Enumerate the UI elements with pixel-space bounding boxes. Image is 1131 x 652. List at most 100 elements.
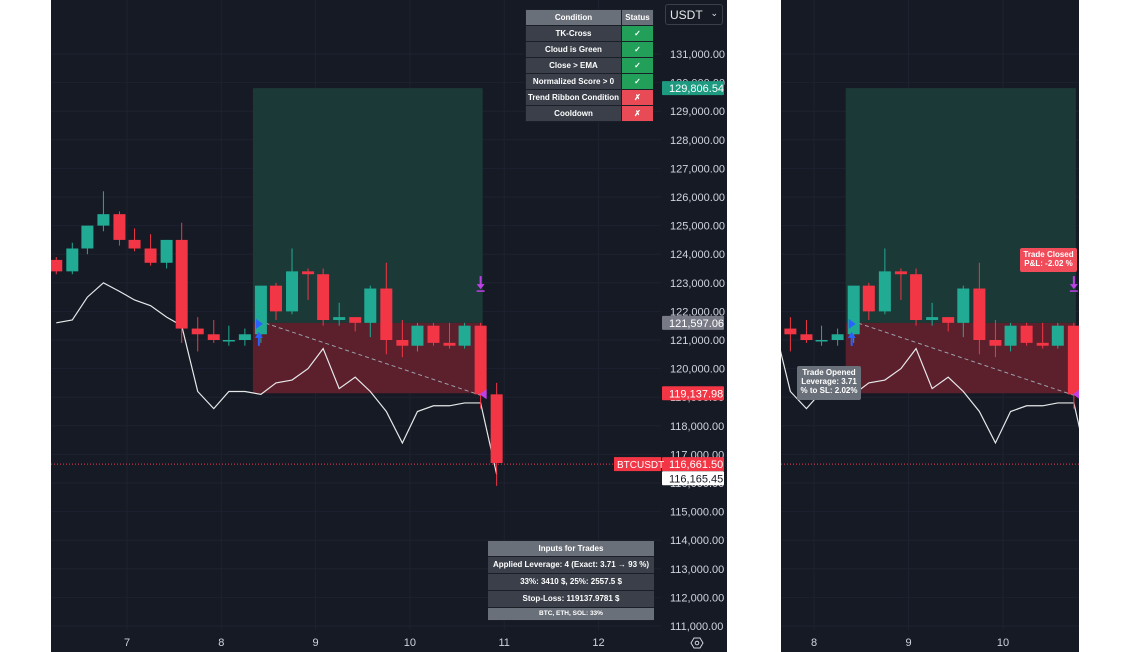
candle-body <box>942 317 955 323</box>
candle-body <box>737 248 749 262</box>
y-tick-label: 114,000.00 <box>670 535 724 547</box>
close-arrow-icon <box>1069 276 1078 290</box>
y-tick-label: 128,000.00 <box>670 135 725 147</box>
x-tick-label: 9 <box>905 637 911 649</box>
candle-body <box>458 325 471 346</box>
candle-body <box>973 288 986 340</box>
y-tick-label: 112,000.00 <box>670 592 724 604</box>
trade-opened-tooltip: Trade Opened Leverage: 3.71 % to SL: 2.0… <box>797 366 861 400</box>
gear-icon <box>690 637 704 649</box>
condition-label: Cooldown <box>525 105 622 122</box>
candle-body <box>753 240 765 263</box>
candle-body <box>989 340 1002 346</box>
candle-body <box>490 394 503 463</box>
candle-body <box>333 317 346 320</box>
conditions-header-condition: Condition <box>525 9 622 26</box>
candle-body <box>286 271 299 312</box>
symbol-tag-bg <box>614 457 661 472</box>
price-label-bg <box>662 471 724 486</box>
candle-body <box>1051 325 1064 346</box>
candle-body <box>66 248 79 272</box>
x-tick-label: 8 <box>811 637 817 649</box>
price-label-bg <box>662 81 724 96</box>
candle-body <box>427 325 440 343</box>
candle-body <box>862 285 875 312</box>
x-tick-label: 10 <box>404 637 416 649</box>
candle-body <box>1004 325 1017 346</box>
tooltip-line: Trade Closed <box>1023 250 1074 259</box>
entry-marker-icon <box>255 318 263 329</box>
x-tick-label: 7 <box>124 637 130 649</box>
price-label: 129,806.54 <box>669 83 724 95</box>
tooltip-line: Trade Opened <box>802 368 856 377</box>
tooltip-line: % to SL: 2.02% <box>800 386 858 395</box>
condition-label: TK-Cross <box>525 25 622 42</box>
candle-body <box>81 225 94 249</box>
candle-body <box>97 214 110 226</box>
y-tick-label: 113,000.00 <box>670 564 724 576</box>
condition-label: Normalized Score > 0 <box>525 73 622 90</box>
condition-label: Close > EMA <box>525 57 622 74</box>
check-icon: ✓ <box>621 57 654 74</box>
candle-body <box>113 214 126 240</box>
price-label: 121,597.06 <box>669 318 724 330</box>
y-tick-label: 121,000.00 <box>670 335 725 347</box>
y-tick-label: 131,000.00 <box>670 49 725 61</box>
price-label-bg <box>662 386 724 401</box>
close-arrow-icon <box>476 276 485 290</box>
candle-body <box>396 340 409 346</box>
candle-body <box>238 334 251 340</box>
candle-body <box>175 239 188 329</box>
candle-body <box>222 340 235 342</box>
y-tick-label: 118,000.00 <box>670 421 724 433</box>
x-tick-label: 8 <box>218 637 224 649</box>
cross-icon: ✗ <box>621 105 654 122</box>
stop-loss-zone <box>252 322 483 394</box>
conditions-header-status: Status <box>621 9 654 26</box>
trade-path-line <box>258 320 481 396</box>
check-icon: ✓ <box>621 73 654 90</box>
inputs-row: Applied Leverage: 4 (Exact: 3.71 → 93 %) <box>488 557 654 574</box>
candle-body <box>815 340 828 342</box>
plot-group <box>51 88 661 486</box>
gear-icon-center <box>694 640 700 646</box>
candle-body <box>380 288 393 340</box>
candle-body <box>926 317 939 320</box>
candle-body <box>474 325 487 395</box>
candle-body <box>128 239 141 249</box>
indicator-line <box>781 347 1079 445</box>
y-tick-label: 122,000.00 <box>670 306 725 318</box>
cross-icon: ✗ <box>621 89 654 106</box>
tooltip-line: P&L: -2.02 % <box>1024 259 1073 268</box>
candle-body <box>1067 325 1079 395</box>
y-tick-label: 123,000.00 <box>670 278 725 290</box>
candle-body <box>910 274 923 320</box>
trade-closed-tooltip: Trade Closed P&L: -2.02 % <box>1020 248 1077 272</box>
y-tick-label: 111,000.00 <box>670 621 723 633</box>
candle-body <box>317 274 330 320</box>
price-label-bg <box>662 457 724 472</box>
candle-body <box>1084 394 1096 463</box>
candle-body <box>957 288 970 323</box>
y-tick-label: 127,000.00 <box>670 163 725 175</box>
conditions-table: Condition Status TK-Cross ✓ Cloud is Gree… <box>525 9 654 122</box>
stop-loss-zone <box>845 322 1076 394</box>
check-icon: ✓ <box>621 25 654 42</box>
inputs-row: Stop-Loss: 119137.9781 $ <box>488 591 654 608</box>
candle-body <box>894 271 907 275</box>
exit-marker-icon <box>1072 389 1079 399</box>
buy-arrow-icon <box>847 331 856 346</box>
candle-body <box>364 288 377 323</box>
currency-label: USDT <box>670 8 703 22</box>
candle-body <box>768 240 780 329</box>
buy-arrow-icon <box>254 331 263 346</box>
candle-body <box>1036 342 1049 346</box>
inputs-table: Inputs for Trades Applied Leverage: 4 (E… <box>488 541 654 621</box>
x-tick-label: 9 <box>313 637 319 649</box>
price-label: 116,661.50 <box>669 459 723 471</box>
candle-body <box>878 271 891 312</box>
currency-selector[interactable]: USDT ⌄ <box>665 4 723 25</box>
inputs-row: 33%: 3410 $, 25%: 2557.5 $ <box>488 574 654 591</box>
y-tick-label: 120,000.00 <box>670 364 725 376</box>
plot-group <box>737 88 1096 465</box>
